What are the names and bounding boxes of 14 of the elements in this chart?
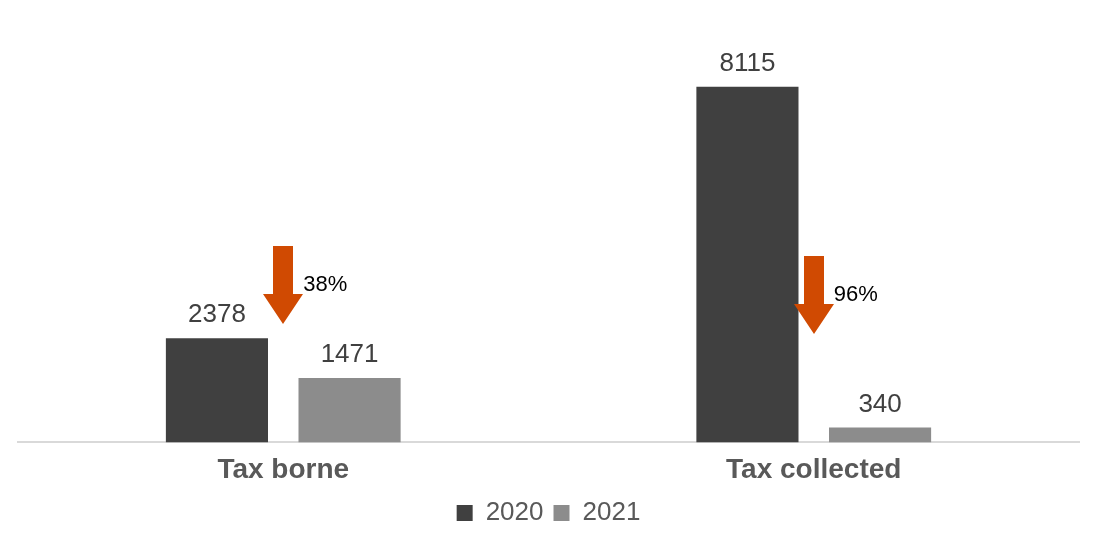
data-label: 2378 xyxy=(188,298,246,329)
bar xyxy=(696,86,799,443)
data-label: 340 xyxy=(858,387,902,418)
x-tick-label: Tax borne xyxy=(217,452,350,484)
legend-label: 2021 xyxy=(582,496,641,527)
x-tick-label: Tax collected xyxy=(726,452,902,484)
annotation: 96% xyxy=(833,280,878,306)
bar xyxy=(298,377,401,443)
bar xyxy=(165,338,268,443)
data-label: 8115 xyxy=(719,46,776,77)
annotation: 38% xyxy=(303,270,348,296)
legend-label: 2020 xyxy=(485,496,544,527)
bar xyxy=(829,427,932,443)
data-label: 1471 xyxy=(320,338,379,369)
